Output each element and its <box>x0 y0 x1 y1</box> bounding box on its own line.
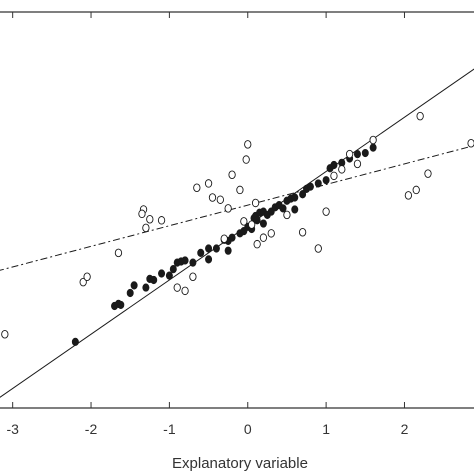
open-point <box>354 160 360 168</box>
open-point <box>139 210 145 218</box>
open-point <box>147 215 153 223</box>
filled-point <box>229 234 235 242</box>
open-point <box>205 180 211 188</box>
open-point <box>284 211 290 219</box>
open-point <box>217 196 223 204</box>
filled-point <box>198 249 204 257</box>
filled-point <box>315 180 321 188</box>
filled-point <box>292 206 298 214</box>
open-point <box>115 249 121 257</box>
open-point <box>229 171 235 179</box>
filled-point <box>151 276 157 284</box>
filled-point <box>323 176 329 184</box>
open-point <box>370 136 376 144</box>
filled-point <box>307 183 313 191</box>
open-point <box>248 221 254 229</box>
x-tick-label: 1 <box>322 421 330 437</box>
open-point <box>323 208 329 216</box>
open-point <box>194 184 200 192</box>
open-point <box>182 287 188 295</box>
open-point <box>243 156 249 164</box>
open-point <box>413 186 419 194</box>
open-point <box>2 330 8 338</box>
open-point <box>315 245 321 253</box>
x-tick-label: 2 <box>401 421 409 437</box>
filled-point <box>143 284 149 292</box>
filled-point <box>225 247 231 255</box>
filled-point <box>205 245 211 253</box>
filled-point <box>362 149 368 157</box>
open-point <box>260 234 266 242</box>
open-point <box>425 170 431 178</box>
filled-point <box>118 301 124 309</box>
filled-point <box>127 289 133 297</box>
x-tick-label: 0 <box>244 421 252 437</box>
filled-point <box>205 256 211 264</box>
open-point <box>346 150 352 158</box>
open-point <box>190 273 196 281</box>
filled-point <box>158 270 164 278</box>
open-point <box>209 194 215 202</box>
open-point <box>84 273 90 281</box>
x-tick-label: -1 <box>163 421 176 437</box>
x-tick-label: -2 <box>85 421 98 437</box>
open-point <box>252 199 258 207</box>
open-point <box>339 166 345 174</box>
filled-point <box>370 144 376 152</box>
x-tick-label: -3 <box>6 421 19 437</box>
open-point <box>254 240 260 248</box>
filled-point <box>354 150 360 158</box>
filled-point <box>131 282 137 290</box>
open-point <box>417 112 423 120</box>
open-point <box>221 235 227 243</box>
filled-point <box>170 265 176 273</box>
filled-point <box>182 257 188 265</box>
open-point <box>245 141 251 149</box>
filled-point <box>292 194 298 202</box>
open-point <box>225 205 231 213</box>
open-point <box>174 284 180 292</box>
filled-point <box>72 338 78 346</box>
filled-point <box>260 220 266 228</box>
open-point <box>299 228 305 236</box>
open-point <box>468 139 474 147</box>
filled-point <box>331 161 337 169</box>
open-point <box>268 230 274 238</box>
filled-point <box>213 245 219 253</box>
filled-point <box>166 272 172 280</box>
open-point <box>158 217 164 225</box>
open-point <box>237 186 243 194</box>
open-point <box>241 218 247 226</box>
filled-point <box>190 259 196 267</box>
open-point <box>331 172 337 180</box>
x-axis-label: Explanatory variable <box>172 455 308 472</box>
open-point <box>143 224 149 232</box>
open-point <box>405 192 411 200</box>
